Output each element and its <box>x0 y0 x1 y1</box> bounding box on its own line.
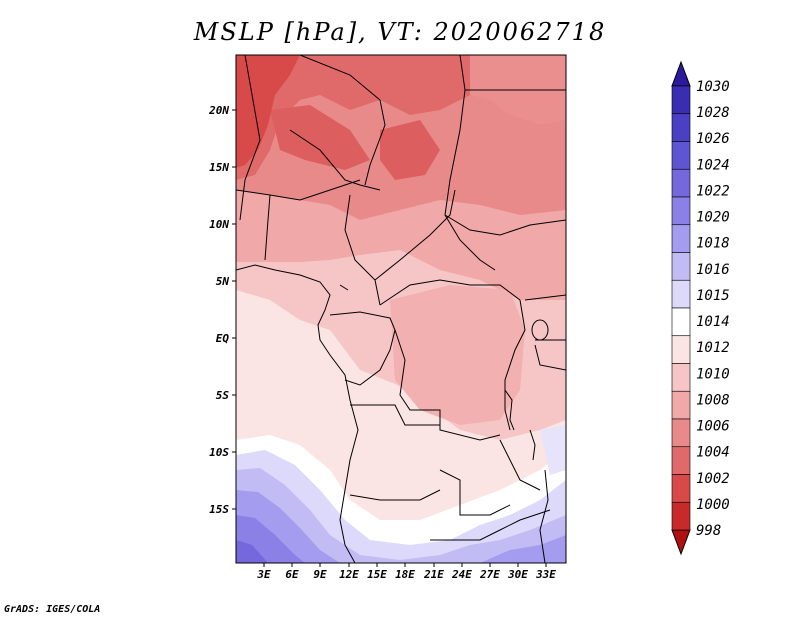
colorbar-labels: 1030 1028 1026 1024 1022 1020 1018 1016 1015 1014… <box>696 79 730 539</box>
lon-label-9E: 9E <box>313 568 327 581</box>
lakes <box>339 284 549 461</box>
colorbar-cell-1 <box>671 85 691 115</box>
lon-tick-3E: 3E <box>256 563 271 581</box>
lat-tick-EQ: EQ <box>216 332 236 345</box>
lon-tick-15E: 15E <box>367 563 387 581</box>
field-1002 <box>236 55 300 168</box>
lon-tick-27E: 27E <box>479 563 500 581</box>
colorbar-label-1020: 1020 <box>696 210 730 226</box>
colorbar-label-1030: 1030 <box>696 79 730 95</box>
colorbar-label-1022: 1022 <box>696 183 730 199</box>
lat-tick-15S: 15S <box>209 503 236 516</box>
colorbar-label-1028: 1028 <box>696 105 730 121</box>
colorbar-label-1000: 1000 <box>696 497 730 513</box>
lon-label-15E: 15E <box>367 568 387 581</box>
colorbar-label-1018: 1018 <box>696 236 730 252</box>
colorbar-bottom-arrow <box>671 529 691 556</box>
lon-label-3E: 3E <box>256 568 271 581</box>
colorbar-cell-2 <box>671 113 691 142</box>
lon-tick-33E: 33E <box>535 563 556 581</box>
field-1004 <box>236 55 470 180</box>
lon-label-6E: 6E <box>285 568 299 581</box>
field-1018b <box>480 535 566 563</box>
lat-tick-10N: 10N <box>209 218 236 231</box>
colorbar-cell-13 <box>671 418 691 448</box>
colorbar-cell-8 <box>671 279 691 309</box>
lat-label-EQ: EQ <box>216 332 230 345</box>
lon-label-33E: 33E <box>535 568 556 581</box>
colorbar-label-1024: 1024 <box>696 157 730 173</box>
lake-chad-outline <box>339 284 349 291</box>
colorbar-cell-9 <box>671 307 691 337</box>
lon-label-18E: 18E <box>395 568 415 581</box>
field-east-1015 <box>540 425 566 475</box>
field-1004b <box>270 105 370 170</box>
lat-tick-5N: 5N <box>216 275 236 288</box>
lake-malawi <box>529 429 536 461</box>
colorbar-label-1012: 1012 <box>696 340 730 356</box>
colorbar-cell-6 <box>671 224 691 253</box>
lat-tick-5S: 5S <box>216 389 236 402</box>
credit-text: GrADS: IGES/COLA <box>4 604 101 615</box>
field-congo-basin <box>390 285 525 425</box>
chart-title: MSLP [hPa], VT: 2020062718 <box>193 18 607 46</box>
colorbar: 1030 1028 1026 1024 1022 1020 1018 1016 1015 1014… <box>671 60 730 556</box>
lon-label-30E: 30E <box>507 568 528 581</box>
colorbar-label-998: 998 <box>696 523 721 539</box>
lake-victoria <box>531 319 549 341</box>
colorbar-cell-7 <box>671 252 691 281</box>
colorbar-label-1016: 1016 <box>696 262 730 278</box>
lon-tick-24E: 24E <box>451 563 472 581</box>
field-1004c <box>380 120 440 180</box>
colorbar-label-1002: 1002 <box>696 471 730 487</box>
lat-label-15N: 15N <box>209 161 229 174</box>
colorbar-cell-16 <box>671 501 691 531</box>
colorbar-cell-10 <box>671 335 691 364</box>
colorbar-cell-15 <box>671 474 691 503</box>
field-1016 <box>236 468 566 563</box>
colorbar-label-1008: 1008 <box>696 392 730 408</box>
colorbar-label-1010: 1010 <box>696 366 730 382</box>
lat-tick-15N: 15N <box>209 161 236 174</box>
colorbar-cell-5 <box>671 196 691 226</box>
country-borders <box>236 55 566 563</box>
lat-label-5N: 5N <box>216 275 230 288</box>
lat-axis: 20N 15N 10N 5N EQ 5S 10S 15S <box>208 104 236 516</box>
lon-label-21E: 21E <box>423 568 444 581</box>
lon-tick-21E: 21E <box>423 563 444 581</box>
lon-label-24E: 24E <box>451 568 472 581</box>
colorbar-top-arrow <box>671 60 691 87</box>
colorbar-cell-3 <box>671 141 691 170</box>
colorbar-label-1026: 1026 <box>696 131 730 147</box>
lon-tick-6E: 6E <box>285 563 299 581</box>
pressure-field <box>236 55 566 563</box>
map-frame <box>235 54 567 564</box>
lon-label-27E: 27E <box>479 568 500 581</box>
lon-axis: 3E 6E 9E 12E 15E 18E 21E 24E 27E 30E 33E <box>256 563 556 581</box>
colorbar-label-1006: 1006 <box>696 419 730 435</box>
lon-tick-9E: 9E <box>313 563 327 581</box>
colorbar-cells <box>671 85 691 531</box>
colorbar-cell-14 <box>671 446 691 475</box>
lat-tick-10S: 10S <box>209 446 236 459</box>
colorbar-cell-11 <box>671 363 691 392</box>
lon-tick-18E: 18E <box>395 563 415 581</box>
lat-label-5S: 5S <box>216 389 230 402</box>
colorbar-cell-4 <box>671 168 691 198</box>
lat-label-20N: 20N <box>208 104 229 117</box>
lat-label-10N: 10N <box>209 218 229 231</box>
colorbar-label-1014: 1014 <box>696 314 730 330</box>
lon-tick-30E: 30E <box>507 563 528 581</box>
lat-tick-20N: 20N <box>208 104 236 117</box>
colorbar-label-1015: 1015 <box>696 288 730 304</box>
colorbar-label-1004: 1004 <box>696 445 730 461</box>
lat-label-15S: 15S <box>209 503 229 516</box>
lake-tanganyika <box>504 389 515 431</box>
field-1022 <box>236 540 268 563</box>
lon-label-12E: 12E <box>339 568 359 581</box>
lon-tick-12E: 12E <box>339 563 359 581</box>
lat-label-10S: 10S <box>209 446 229 459</box>
colorbar-cell-12 <box>671 390 691 420</box>
